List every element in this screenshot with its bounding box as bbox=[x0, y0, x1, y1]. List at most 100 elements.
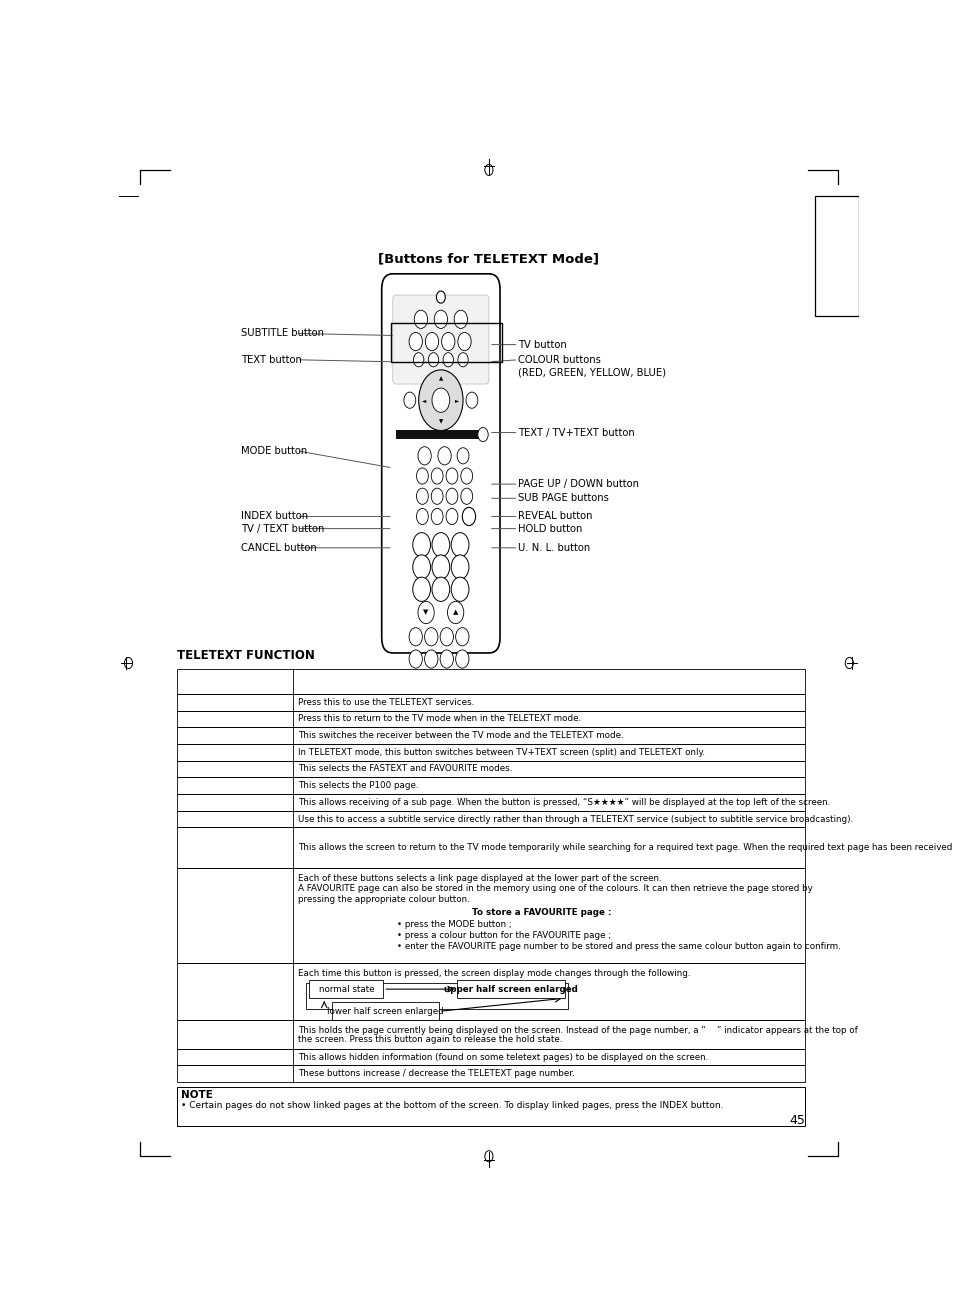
Bar bbox=[176, 1087, 804, 1125]
FancyBboxPatch shape bbox=[381, 274, 499, 653]
Circle shape bbox=[425, 332, 438, 351]
Bar bbox=[309, 979, 383, 998]
Text: ◄: ◄ bbox=[422, 398, 426, 403]
Text: These buttons increase / decrease the TELETEXT page number.: These buttons increase / decrease the TE… bbox=[298, 1069, 575, 1078]
Circle shape bbox=[416, 508, 428, 525]
Circle shape bbox=[457, 353, 468, 366]
Text: lower half screen enlarged: lower half screen enlarged bbox=[327, 1007, 443, 1016]
Circle shape bbox=[418, 370, 462, 431]
Circle shape bbox=[477, 428, 488, 441]
Circle shape bbox=[460, 488, 472, 504]
Circle shape bbox=[416, 488, 428, 504]
Text: HOLD button: HOLD button bbox=[518, 524, 582, 533]
Text: ▲: ▲ bbox=[438, 377, 442, 382]
Text: [Buttons for TELETEXT Mode]: [Buttons for TELETEXT Mode] bbox=[378, 252, 598, 265]
Text: U. N. L. button: U. N. L. button bbox=[518, 542, 590, 553]
Text: TV / TEXT button: TV / TEXT button bbox=[241, 524, 324, 533]
Bar bbox=[176, 868, 804, 962]
Text: This allows receiving of a sub page. When the button is pressed, “S★★★★” will be: This allows receiving of a sub page. Whe… bbox=[298, 798, 830, 806]
Circle shape bbox=[457, 332, 471, 351]
Bar bbox=[176, 827, 804, 868]
Text: In TELETEXT mode, this button switches between TV+TEXT screen (split) and TELETE: In TELETEXT mode, this button switches b… bbox=[298, 748, 704, 756]
Text: ▼: ▼ bbox=[438, 419, 442, 424]
Circle shape bbox=[413, 533, 430, 557]
Circle shape bbox=[409, 650, 422, 668]
Circle shape bbox=[413, 555, 430, 579]
Bar bbox=[391, 323, 501, 362]
Text: INDEX button: INDEX button bbox=[241, 512, 308, 521]
Text: This allows hidden information (found on some teletext pages) to be displayed on: This allows hidden information (found on… bbox=[298, 1053, 708, 1062]
Text: Each of these buttons selects a link page displayed at the lower part of the scr: Each of these buttons selects a link pag… bbox=[298, 874, 661, 882]
Text: Each time this button is pressed, the screen display mode changes through the fo: Each time this button is pressed, the sc… bbox=[298, 969, 690, 978]
Text: CANCEL button: CANCEL button bbox=[241, 542, 316, 553]
Text: the screen. Press this button again to release the hold state.: the screen. Press this button again to r… bbox=[298, 1035, 562, 1044]
Circle shape bbox=[432, 555, 449, 579]
Circle shape bbox=[436, 291, 445, 303]
Text: Press this to return to the TV mode when in the TELETEXT mode.: Press this to return to the TV mode when… bbox=[298, 714, 581, 723]
Circle shape bbox=[417, 601, 434, 624]
Text: (RED, GREEN, YELLOW, BLUE): (RED, GREEN, YELLOW, BLUE) bbox=[518, 368, 666, 378]
Text: pressing the appropriate colour button.: pressing the appropriate colour button. bbox=[298, 895, 470, 905]
Circle shape bbox=[434, 310, 447, 328]
Circle shape bbox=[431, 508, 442, 525]
Circle shape bbox=[451, 555, 469, 579]
Bar bbox=[176, 710, 804, 727]
Text: upper half screen enlarged: upper half screen enlarged bbox=[443, 985, 578, 994]
Circle shape bbox=[431, 488, 442, 504]
Circle shape bbox=[432, 389, 449, 412]
Bar bbox=[456, 979, 564, 998]
Circle shape bbox=[451, 533, 469, 557]
Text: TELETEXT FUNCTION: TELETEXT FUNCTION bbox=[176, 649, 314, 662]
Circle shape bbox=[424, 650, 437, 668]
Circle shape bbox=[441, 332, 455, 351]
Text: This holds the page currently being displayed on the screen. Instead of the page: This holds the page currently being disp… bbox=[298, 1025, 857, 1035]
Text: TV button: TV button bbox=[518, 340, 567, 349]
Circle shape bbox=[413, 578, 430, 601]
Bar bbox=[176, 810, 804, 827]
Bar bbox=[176, 760, 804, 777]
Bar bbox=[814, 196, 858, 316]
Text: • press the MODE button ;: • press the MODE button ; bbox=[396, 920, 511, 930]
Text: This allows the screen to return to the TV mode temporarily while searching for : This allows the screen to return to the … bbox=[298, 843, 953, 852]
Text: SUBTITLE button: SUBTITLE button bbox=[241, 328, 324, 339]
Circle shape bbox=[446, 488, 457, 504]
Circle shape bbox=[416, 467, 428, 484]
Text: • enter the FAVOURITE page number to be stored and press the same colour button : • enter the FAVOURITE page number to be … bbox=[396, 941, 840, 951]
Circle shape bbox=[460, 467, 472, 484]
Circle shape bbox=[454, 310, 467, 328]
Text: ▲: ▲ bbox=[453, 609, 457, 616]
Circle shape bbox=[428, 353, 438, 366]
Circle shape bbox=[409, 332, 422, 351]
Circle shape bbox=[465, 393, 477, 408]
Circle shape bbox=[456, 628, 469, 646]
Text: This switches the receiver between the TV mode and the TELETEXT mode.: This switches the receiver between the T… bbox=[298, 731, 623, 741]
Circle shape bbox=[446, 467, 457, 484]
Circle shape bbox=[413, 353, 423, 366]
Text: normal state: normal state bbox=[318, 985, 374, 994]
Bar bbox=[176, 693, 804, 710]
Bar bbox=[176, 777, 804, 794]
Circle shape bbox=[414, 310, 427, 328]
Circle shape bbox=[456, 650, 469, 668]
Circle shape bbox=[456, 448, 469, 463]
Text: ►: ► bbox=[455, 398, 458, 403]
Circle shape bbox=[431, 467, 442, 484]
Circle shape bbox=[442, 353, 453, 366]
Text: This selects the FASTEXT and FAVOURITE modes.: This selects the FASTEXT and FAVOURITE m… bbox=[298, 764, 512, 773]
Bar bbox=[176, 1049, 804, 1065]
Circle shape bbox=[437, 446, 451, 465]
Text: TEXT button: TEXT button bbox=[241, 355, 302, 365]
Circle shape bbox=[424, 628, 437, 646]
Text: REVEAL button: REVEAL button bbox=[518, 512, 593, 521]
Circle shape bbox=[409, 628, 422, 646]
Text: NOTE: NOTE bbox=[180, 1090, 213, 1100]
Circle shape bbox=[439, 650, 453, 668]
Bar bbox=[176, 670, 804, 693]
Bar bbox=[176, 962, 804, 1020]
Bar bbox=[176, 727, 804, 744]
Text: This selects the P100 page.: This selects the P100 page. bbox=[298, 781, 418, 790]
Bar bbox=[176, 744, 804, 760]
Bar bbox=[176, 1065, 804, 1082]
Circle shape bbox=[439, 628, 453, 646]
Text: Use this to access a subtitle service directly rather than through a TELETEXT se: Use this to access a subtitle service di… bbox=[298, 814, 853, 823]
